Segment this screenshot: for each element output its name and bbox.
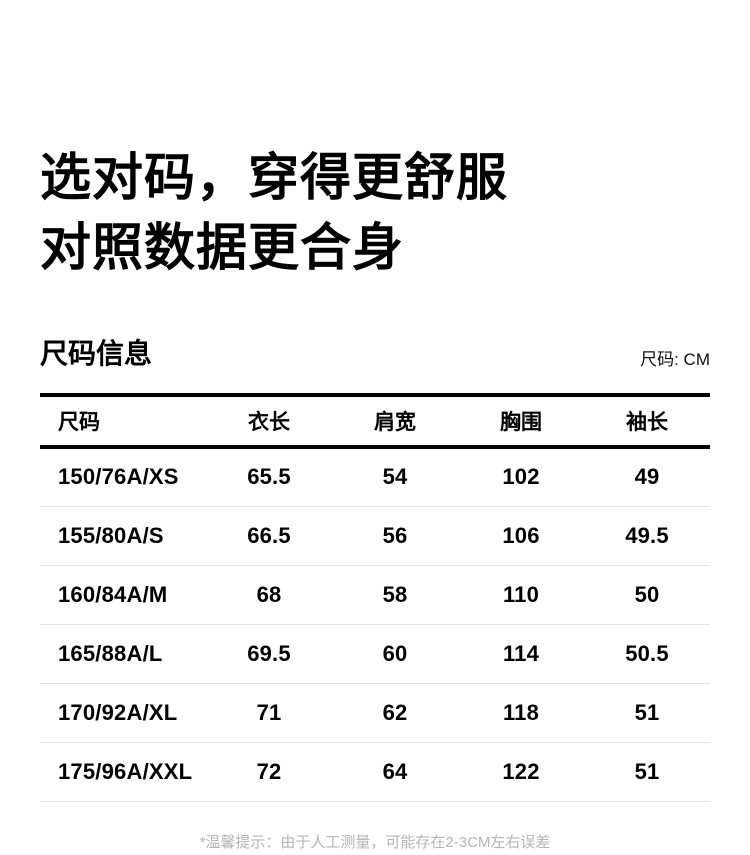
cell-shoulder: 62 <box>382 699 408 725</box>
hero-title-line1: 选对码，穿得更舒服 <box>40 149 509 206</box>
cell-sleeve: 51 <box>634 758 660 784</box>
cell-chest: 122 <box>502 758 540 784</box>
table-row: 175/96A/XXL 72 64 122 51 <box>40 742 710 801</box>
size-info-title: 尺码信息 <box>40 338 153 369</box>
cell-chest: 106 <box>502 522 540 548</box>
cell-size: 150/76A/XS <box>58 464 179 490</box>
cell-size: 165/88A/L <box>58 640 163 666</box>
cell-sleeve: 50 <box>634 581 660 607</box>
cell-length: 71 <box>256 699 282 725</box>
table-row: 160/84A/M 68 58 110 50 <box>40 565 710 624</box>
table-row: 150/76A/XS 65.5 54 102 49 <box>40 447 710 506</box>
cell-shoulder: 58 <box>382 581 408 607</box>
cell-shoulder: 54 <box>382 464 408 490</box>
cell-chest: 110 <box>502 581 540 607</box>
cell-sleeve: 50.5 <box>625 640 669 666</box>
cell-length: 72 <box>256 758 282 784</box>
size-chart-table: 尺码 衣长 肩宽 胸围 袖长 150/76A/XS 65.5 54 102 49… <box>40 393 710 802</box>
cell-length: 69.5 <box>247 640 291 666</box>
cell-length: 65.5 <box>247 464 291 490</box>
cell-length: 68 <box>256 581 282 607</box>
cell-size: 170/92A/XL <box>58 699 178 725</box>
size-unit-label: 尺码: CM <box>640 350 710 369</box>
table-row: 165/88A/L 69.5 60 114 50.5 <box>40 624 710 683</box>
cell-chest: 118 <box>502 699 540 725</box>
cell-chest: 114 <box>502 640 540 666</box>
cell-shoulder: 64 <box>382 758 408 784</box>
table-row: 170/92A/XL 71 62 118 51 <box>40 683 710 742</box>
column-header-length: 衣长 <box>248 411 290 434</box>
cell-size: 175/96A/XXL <box>58 758 193 784</box>
section-header: 尺码信息 尺码: CM <box>40 336 710 372</box>
table-row: 155/80A/S 66.5 56 106 49.5 <box>40 506 710 565</box>
cell-length: 66.5 <box>247 522 291 548</box>
column-header-chest: 胸围 <box>500 411 542 434</box>
cell-sleeve: 49.5 <box>625 522 669 548</box>
cell-size: 155/80A/S <box>58 522 164 548</box>
cell-size: 160/84A/M <box>58 581 168 607</box>
column-header-shoulder: 肩宽 <box>374 411 416 434</box>
hero-title: 选对码，穿得更舒服 对照数据更合身 <box>40 143 508 283</box>
hero-title-line2: 对照数据更合身 <box>40 219 405 276</box>
cell-sleeve: 49 <box>634 464 660 490</box>
cell-shoulder: 56 <box>382 522 408 548</box>
column-header-sleeve: 袖长 <box>626 411 668 434</box>
column-header-size: 尺码 <box>58 411 100 434</box>
table-header-row: 尺码 衣长 肩宽 胸围 袖长 <box>40 395 710 447</box>
cell-sleeve: 51 <box>634 699 660 725</box>
cell-shoulder: 60 <box>382 640 408 666</box>
measurement-disclaimer: *温馨提示：由于人工测量，可能存在2-3CM左右误差 <box>199 834 551 851</box>
cell-chest: 102 <box>502 464 540 490</box>
